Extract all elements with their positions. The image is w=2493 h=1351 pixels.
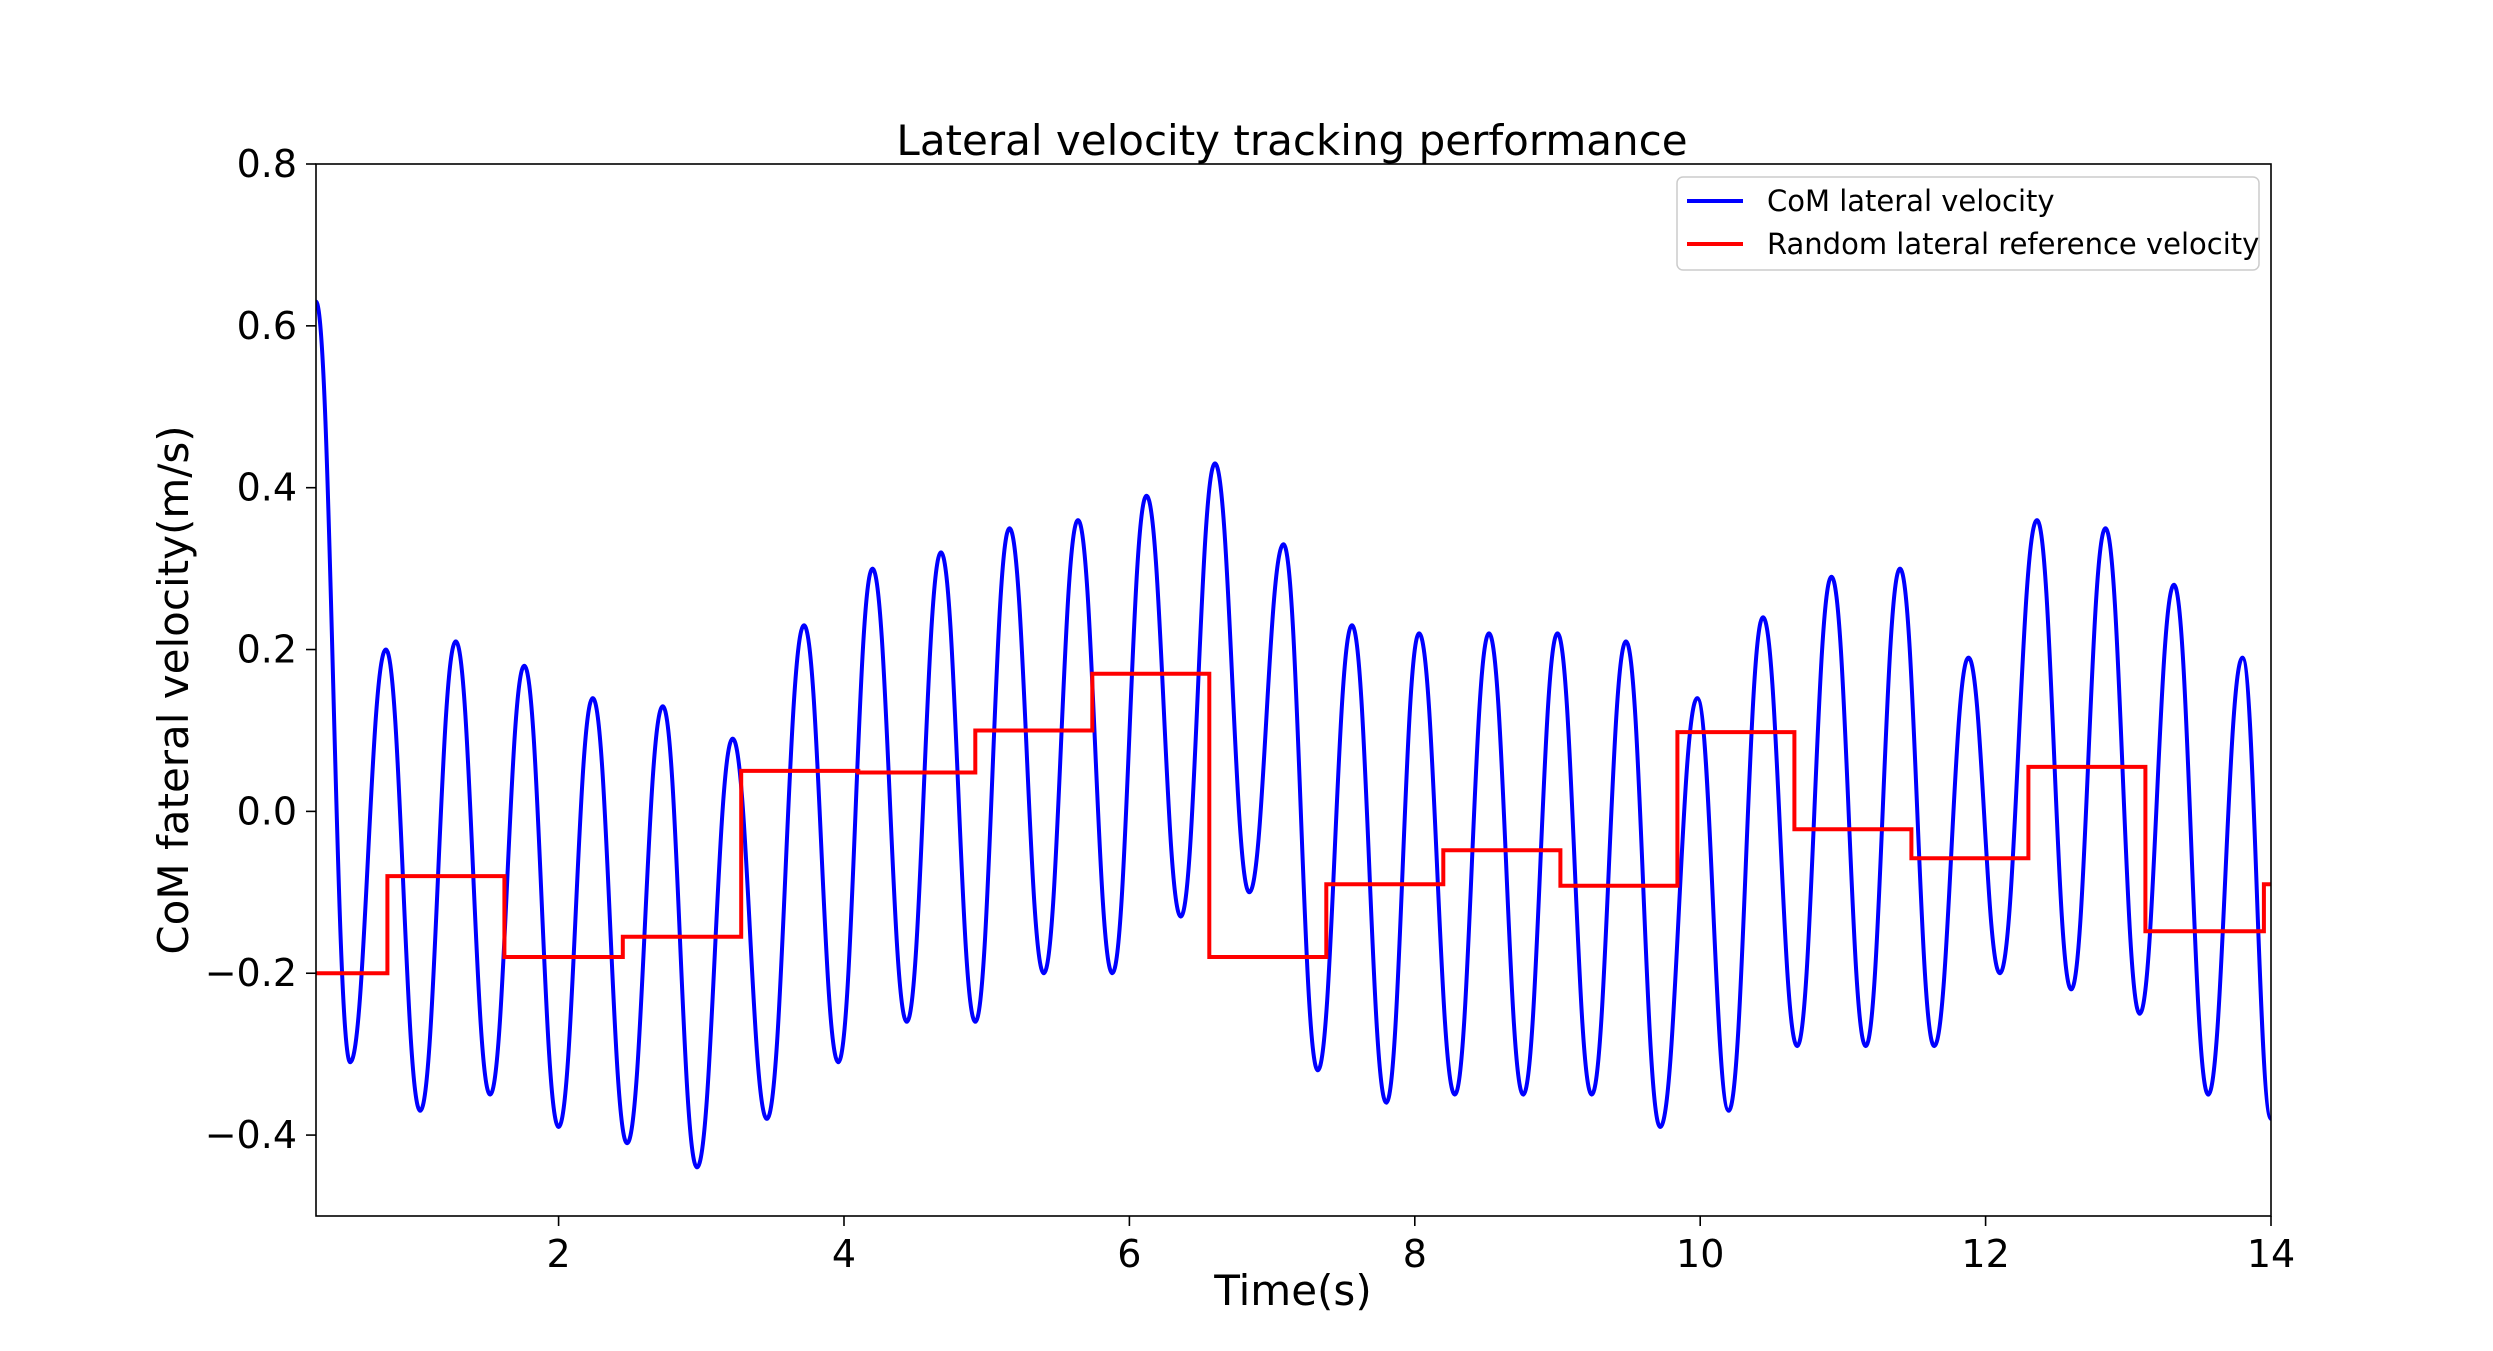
y-tick-label: −0.2	[205, 951, 297, 995]
y-tick-label: 0.0	[237, 789, 297, 833]
x-tick-label: 8	[1403, 1232, 1427, 1276]
x-axis-label: Time(s)	[1213, 1266, 1371, 1315]
x-tick-label: 2	[546, 1232, 570, 1276]
x-tick-label: 10	[1676, 1232, 1724, 1276]
x-tick-label: 14	[2247, 1232, 2295, 1276]
x-axis: 2 4 6 8 10 12 14	[546, 1216, 2295, 1276]
x-tick-label: 4	[832, 1232, 856, 1276]
legend-box	[1676, 176, 2260, 271]
y-tick-label: 0.8	[237, 142, 297, 186]
plot-frame	[315, 163, 2272, 1217]
y-tick-label: 0.6	[237, 304, 297, 348]
y-tick-label: 0.2	[237, 628, 297, 672]
y-tick-label: −0.4	[205, 1113, 297, 1157]
y-axis-label: CoM fateral velocity(m/s)	[149, 425, 198, 954]
y-axis: −0.4 −0.2 0.0 0.2 0.4 0.6 0.8	[205, 142, 316, 1157]
x-tick-label: 12	[1961, 1232, 2009, 1276]
legend-label-reference: Random lateral reference velocity	[1767, 227, 2259, 261]
series-com-lateral-velocity	[316, 299, 2271, 1170]
chart-title: Lateral velocity tracking performance	[896, 116, 1687, 165]
series-reference-velocity	[316, 671, 2271, 976]
x-tick-label: 6	[1117, 1232, 1141, 1276]
y-tick-label: 0.4	[237, 466, 297, 510]
legend-label-com: CoM lateral velocity	[1767, 184, 2055, 218]
legend: CoM lateral velocity Random lateral refe…	[1676, 176, 2260, 271]
plot-area	[316, 299, 2271, 1170]
